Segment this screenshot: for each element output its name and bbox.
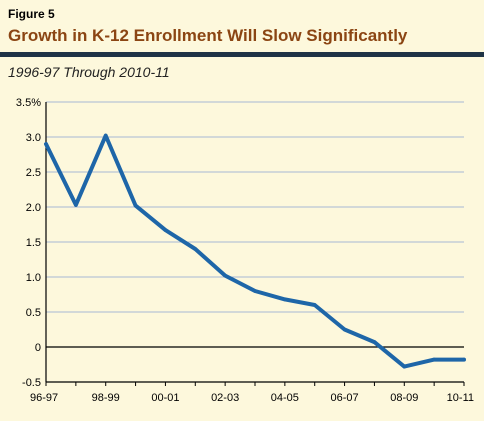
x-tick-label: 08-09 bbox=[390, 392, 418, 404]
y-tick-label: 3.5% bbox=[16, 97, 41, 109]
x-tick-label: 10-11 bbox=[447, 392, 474, 404]
x-tick-label: 98-99 bbox=[92, 392, 120, 404]
y-tick-label: -0.5 bbox=[22, 377, 41, 389]
y-tick-label: 2.5 bbox=[26, 167, 41, 179]
x-tick-label: 00-01 bbox=[151, 392, 179, 404]
data-point bbox=[283, 297, 287, 302]
series-layer bbox=[44, 133, 466, 369]
y-tick-label: 1.5 bbox=[26, 237, 41, 249]
data-point bbox=[133, 203, 138, 208]
figure-label: Figure 5 bbox=[8, 7, 55, 21]
data-point bbox=[342, 327, 347, 332]
data-point bbox=[44, 142, 48, 146]
data-point bbox=[462, 357, 466, 362]
y-tick-label: 1.0 bbox=[26, 272, 41, 284]
data-point bbox=[312, 303, 317, 307]
chart-subtitle: 1996-97 Through 2010-11 bbox=[8, 64, 170, 80]
y-axis-tick-labels: -0.5 0 0.5 1.0 1.5 2.0 2.5 3.0 3.5% bbox=[16, 97, 41, 389]
x-tick-label: 96-97 bbox=[30, 392, 58, 404]
data-point bbox=[163, 228, 168, 232]
x-tick-label: 06-07 bbox=[331, 392, 359, 404]
y-tick-label: 3.0 bbox=[26, 132, 41, 144]
x-tick-label: 02-03 bbox=[211, 392, 239, 404]
x-tick-label: 04-05 bbox=[271, 392, 299, 404]
title-divider bbox=[0, 52, 484, 57]
data-point bbox=[253, 289, 257, 293]
data-point bbox=[193, 247, 198, 251]
data-point bbox=[74, 203, 78, 207]
data-point bbox=[223, 273, 227, 278]
axes bbox=[45, 102, 465, 386]
data-point bbox=[432, 357, 436, 362]
y-tick-label: 0.5 bbox=[26, 307, 41, 319]
gridlines bbox=[46, 101, 464, 313]
chart-title: Growth in K-12 Enrollment Will Slow Sign… bbox=[8, 26, 408, 45]
y-tick-label: 0 bbox=[35, 342, 41, 354]
data-point bbox=[103, 133, 108, 138]
data-point bbox=[372, 340, 377, 344]
series-line bbox=[44, 133, 466, 369]
y-tick-label: 2.0 bbox=[26, 202, 41, 214]
x-axis-tick-labels: 96-97 98-99 00-01 02-03 04-05 06-07 08-09 10-11 bbox=[30, 392, 474, 404]
data-point bbox=[402, 364, 407, 369]
